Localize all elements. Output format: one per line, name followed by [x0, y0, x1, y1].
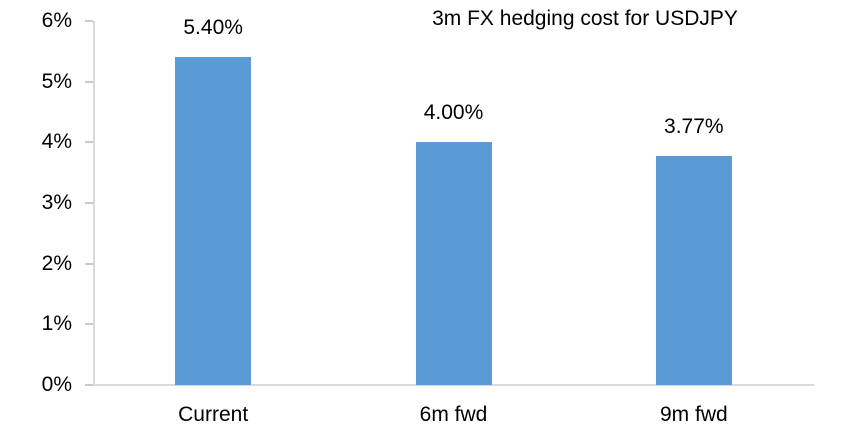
- x-axis-category-label: 6m fwd: [419, 403, 488, 426]
- y-axis-tick-label: 4%: [41, 130, 72, 154]
- y-axis-tick: [85, 384, 93, 386]
- y-axis-tick-label: 0%: [41, 373, 72, 396]
- y-axis-tick: [85, 202, 93, 204]
- y-axis-tick: [85, 141, 93, 144]
- bar-value-label: 5.40%: [183, 16, 243, 40]
- y-axis-tick-label: 3%: [41, 191, 72, 214]
- y-axis-tick-label: 5%: [41, 69, 72, 93]
- y-axis-line: [93, 21, 95, 386]
- bar: [415, 142, 492, 385]
- chart-title: 3m FX hedging cost for USDJPY: [432, 7, 738, 30]
- y-axis-tick-label: 2%: [41, 251, 72, 275]
- bar-value-label: 4.00%: [423, 101, 484, 125]
- bar: [655, 156, 732, 385]
- x-axis-category-label: 9m fwd: [659, 403, 728, 426]
- x-axis-line: [93, 384, 814, 386]
- y-axis-tick: [85, 20, 93, 22]
- bar: [175, 57, 252, 385]
- bar-value-label: 3.77%: [664, 115, 724, 139]
- x-axis-category-label: Current: [178, 403, 249, 426]
- y-axis-tick: [85, 262, 93, 265]
- y-axis-tick: [85, 323, 93, 326]
- y-axis-tick-label: 1%: [41, 312, 72, 336]
- y-axis-tick: [85, 80, 93, 83]
- y-axis-tick-label: 6%: [41, 9, 72, 32]
